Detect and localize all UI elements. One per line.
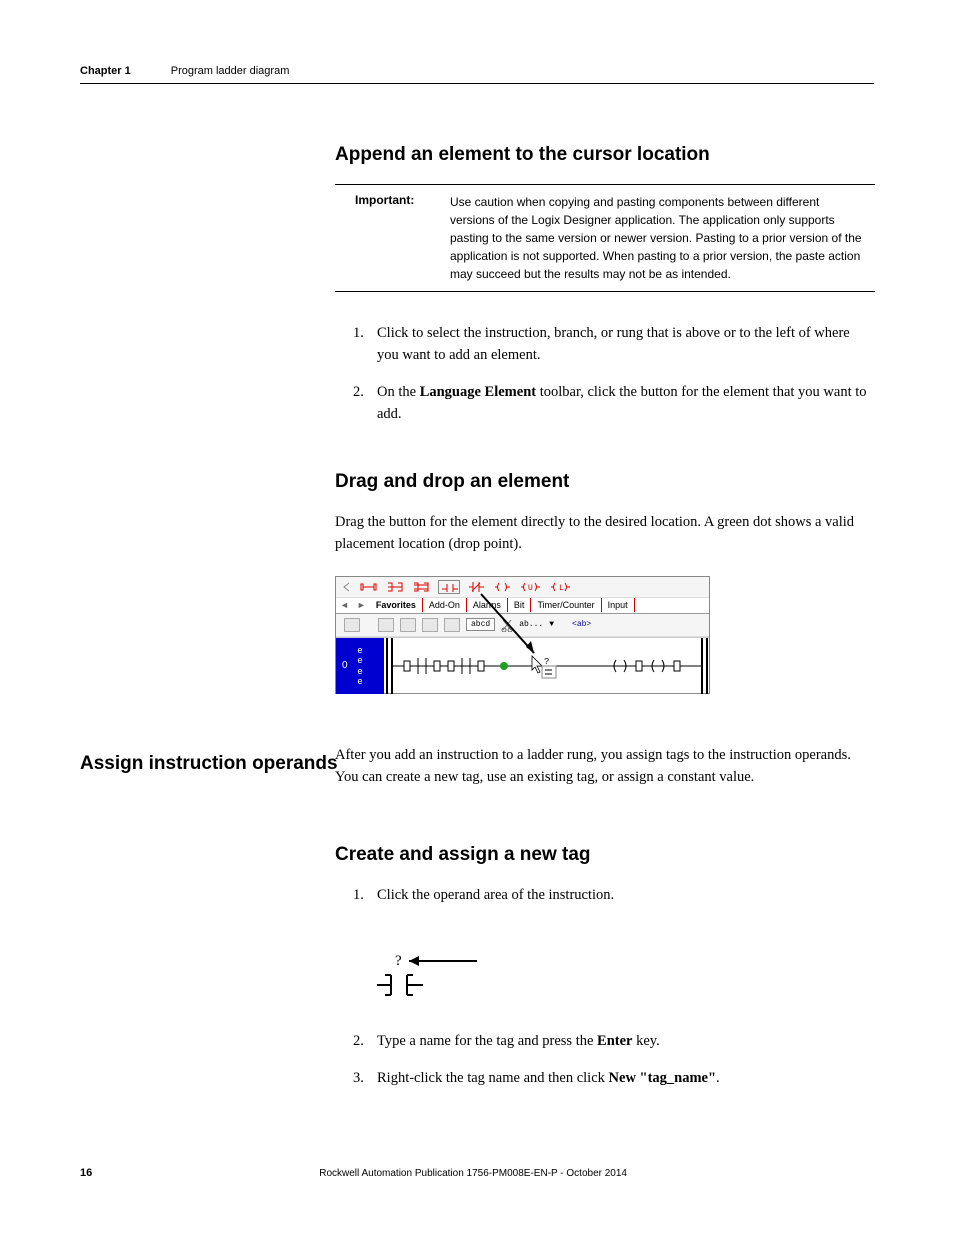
svg-text:U: U [528,584,533,593]
branch-level-icon [412,581,430,593]
tab-timer: Timer/Counter [531,598,601,612]
rung-label: e e e e 0 [336,638,384,694]
otl-icon: L [550,581,572,593]
section-heading-newtag: Create and assign a new tag [335,844,875,866]
tab-addon: Add-On [423,598,467,612]
page-footer: 16 Rockwell Automation Publication 1756-… [80,1167,874,1179]
side-heading-operands: Assign instruction operands [80,753,338,775]
branch-icon [386,581,404,593]
arrow-left-icon [342,582,352,592]
scissors-icon [501,618,513,632]
step-item: Click the operand area of the instructio… [335,884,875,906]
rung-e: e [357,655,362,665]
tab-favorites: Favorites [370,598,423,612]
ote-icon [494,581,512,593]
edit-icon [400,618,416,632]
question-mark: ? [395,953,402,969]
rung-e: e [357,645,362,655]
step-item: Right-click the tag name and then click … [335,1067,875,1089]
tab-arrow-right-icon: ► [353,600,370,610]
rung-number: 0 [342,660,348,672]
toolbar-row-elements: U L [336,577,709,598]
edit-icon [344,618,360,632]
section-heading-append: Append an element to the cursor location [335,144,875,166]
rung-svg: ? [384,638,711,694]
tab-bit: Bit [508,598,532,612]
ab-dropdown: ab... [519,620,543,629]
toolbar-tabs: ◄ ► Favorites Add-On Alarms Bit Timer/Co… [336,598,709,614]
rung-e: e [357,676,362,686]
publication-info: Rockwell Automation Publication 1756-PM0… [319,1168,627,1179]
tab-arrow-left-icon: ◄ [336,600,353,610]
tab-alarms: Alarms [467,598,508,612]
xio-icon [468,581,486,593]
step-item: Click to select the instruction, branch,… [335,322,875,367]
step-item: On the Language Element toolbar, click t… [335,381,875,426]
chapter-title: Program ladder diagram [171,65,290,77]
ladder-rung-area: e e e e 0 [336,637,709,693]
rung-e: e [357,666,362,676]
important-text: Use caution when copying and pasting com… [450,193,875,283]
append-steps: Click to select the instruction, branch,… [335,322,875,426]
abcd-button: abcd [466,618,495,631]
edit-icon [422,618,438,632]
toolbar-screenshot: U L ◄ ► Favorites Add-On Alarms Bit Time… [335,576,710,694]
step-item: Type a name for the tag and press the En… [335,1030,875,1052]
important-callout: Important: Use caution when copying and … [335,184,875,292]
otu-icon: U [520,581,542,593]
edit-icon [378,618,394,632]
toolbar-row-edit: abcd ab... ▼ <ab> [336,614,709,637]
ab-tag: <ab> [572,620,591,629]
xic-selected-icon [438,580,460,594]
drag-body: Drag the button for the element directly… [335,511,875,556]
operands-body: After you add an instruction to a ladder… [335,744,875,789]
svg-text:?: ? [544,657,549,667]
operand-figure: ? [377,951,875,1006]
tab-input: Input [602,598,635,612]
page-number: 16 [80,1167,92,1179]
svg-text:L: L [559,584,564,593]
rung-icon [360,581,378,593]
page-header: Chapter 1 Program ladder diagram [80,65,874,84]
important-label: Important: [335,193,450,283]
newtag-steps-cont: Type a name for the tag and press the En… [335,1030,875,1089]
chapter-label: Chapter 1 [80,65,131,77]
section-heading-drag: Drag and drop an element [335,471,875,493]
edit-icon [444,618,460,632]
newtag-steps: Click the operand area of the instructio… [335,884,875,906]
